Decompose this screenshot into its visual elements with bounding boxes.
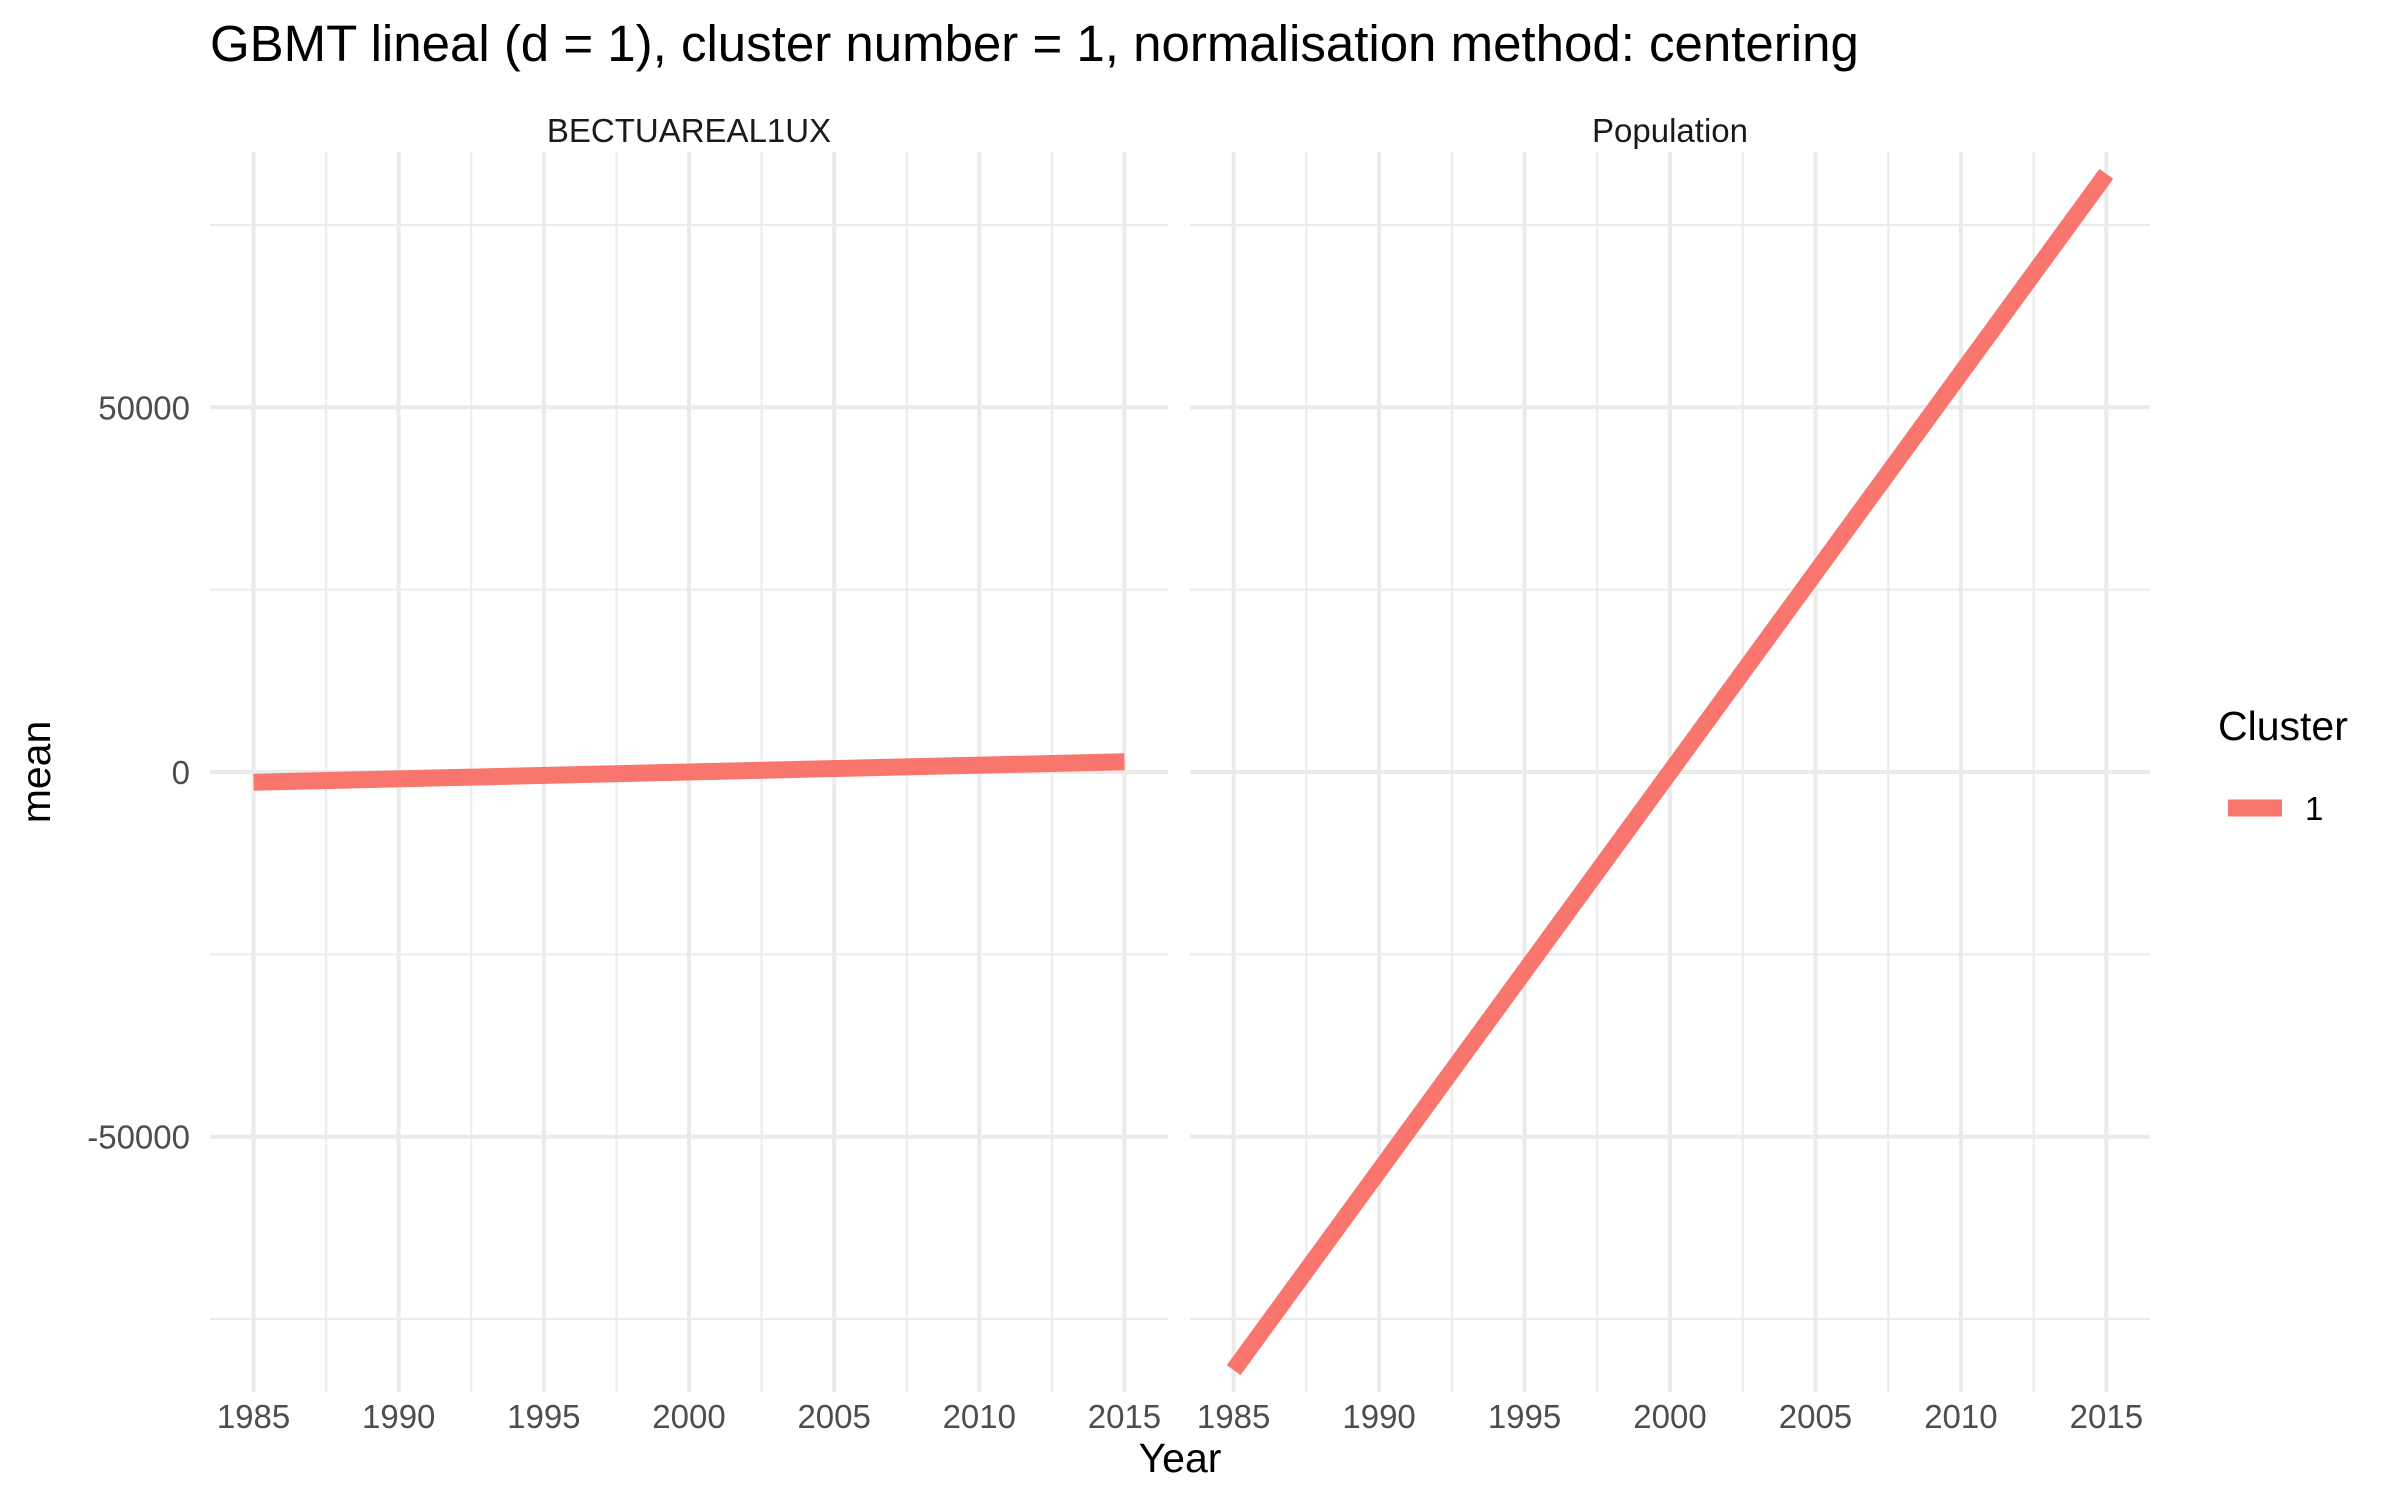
series-line-cluster-1 xyxy=(253,753,1125,791)
x-tick-label: 2015 xyxy=(2070,1398,2143,1435)
x-tick-label: 1995 xyxy=(1488,1398,1561,1435)
panels: BECTUAREAL1UX 1985 1990 1995 2000 2005 2010 201… xyxy=(210,112,2150,1435)
x-tick-label: 1995 xyxy=(507,1398,580,1435)
x-tick-label: 2010 xyxy=(1924,1398,1997,1435)
x-tick-label: 2000 xyxy=(1633,1398,1706,1435)
x-tick-label: 1990 xyxy=(362,1398,435,1435)
x-tick-label: 1985 xyxy=(217,1398,290,1435)
x-tick-label: 2005 xyxy=(797,1398,870,1435)
x-tick-label: 1990 xyxy=(1342,1398,1415,1435)
y-axis: -50000 0 50000 xyxy=(87,389,190,1155)
legend-label-1: 1 xyxy=(2305,790,2323,827)
x-tick-label: 2010 xyxy=(943,1398,1016,1435)
panel-strip-label: BECTUAREAL1UX xyxy=(547,112,831,149)
series-line-cluster-1 xyxy=(1226,168,2114,1376)
panel-1: BECTUAREAL1UX 1985 1990 1995 2000 2005 2010 201… xyxy=(210,112,1168,1435)
legend: Cluster 1 xyxy=(2218,703,2348,827)
y-axis-title: mean xyxy=(13,721,59,824)
panel-2: Population 1985 1990 1995 2000 2005 2010 2015 xyxy=(1190,112,2150,1435)
x-tick-label: 1985 xyxy=(1197,1398,1270,1435)
x-tick-label: 2015 xyxy=(1088,1398,1161,1435)
chart-title: GBMT lineal (d = 1), cluster number = 1,… xyxy=(210,15,1859,72)
x-axis-title: Year xyxy=(1139,1435,1222,1481)
panel-strip-label: Population xyxy=(1592,112,1748,149)
y-tick-label: -50000 xyxy=(87,1119,190,1156)
y-tick-label: 0 xyxy=(172,754,190,791)
legend-title: Cluster xyxy=(2218,703,2348,749)
x-tick-label: 2005 xyxy=(1779,1398,1852,1435)
y-tick-label: 50000 xyxy=(98,389,190,426)
x-tick-label: 2000 xyxy=(652,1398,725,1435)
